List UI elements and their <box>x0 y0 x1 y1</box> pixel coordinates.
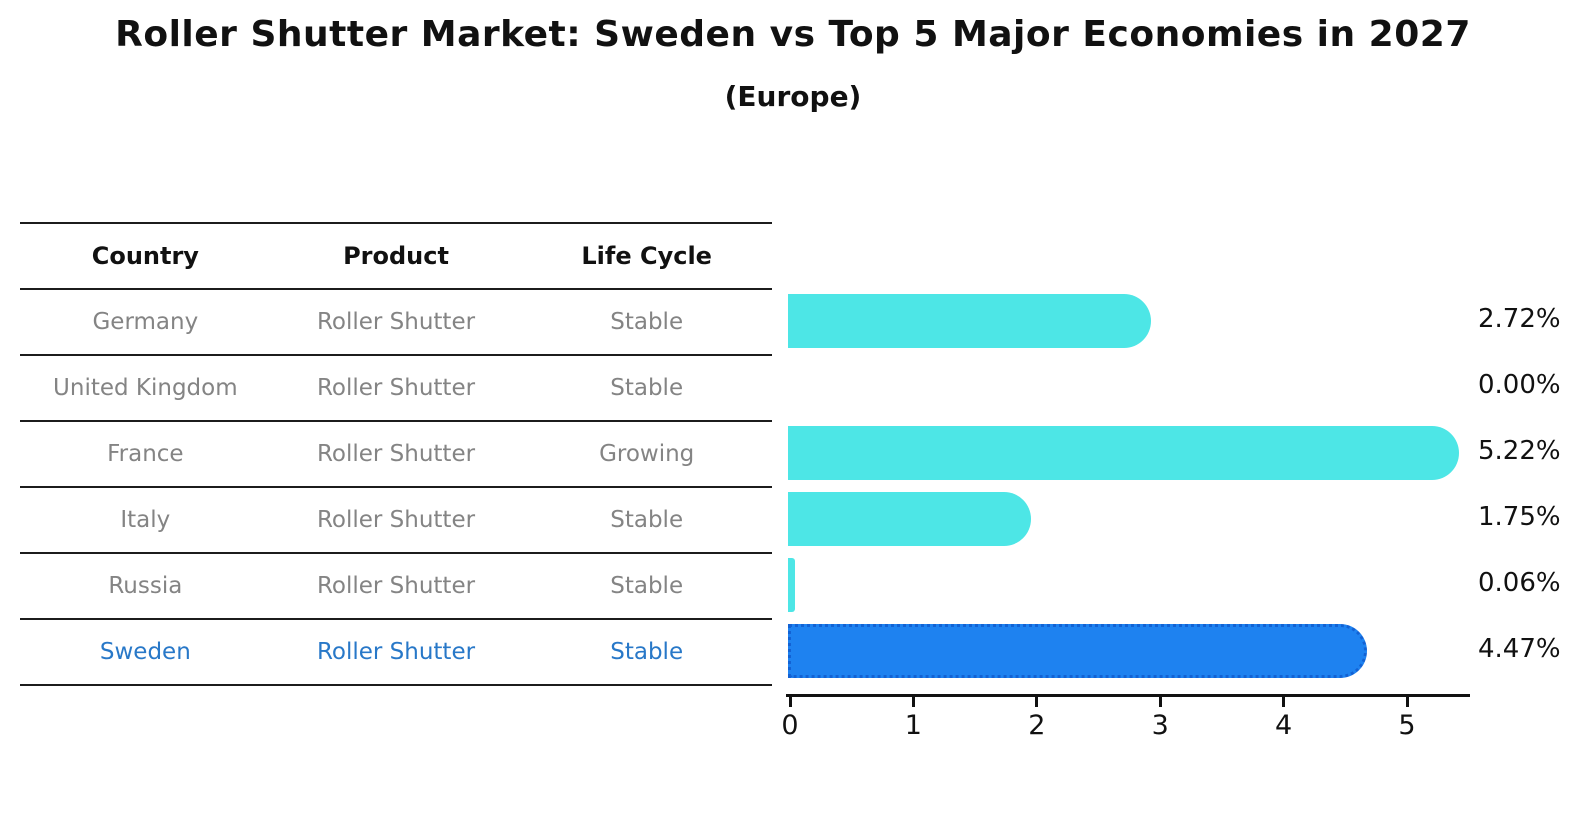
x-axis-tick-label: 5 <box>1398 710 1416 741</box>
table-row-germany: Germany Roller Shutter Stable <box>20 288 772 354</box>
table-cell-product: Roller Shutter <box>316 639 476 665</box>
table-cell-country: Russia <box>108 573 183 599</box>
table-row-sweden: Sweden Roller Shutter Stable <box>20 618 772 684</box>
table-cell-country: France <box>107 441 184 467</box>
x-axis-tick <box>911 694 915 707</box>
table-header-life-cycle: Life Cycle <box>581 242 712 270</box>
value-label-france: 5.22% <box>1478 436 1561 466</box>
x-axis-tick <box>1282 694 1286 707</box>
bar-italy <box>788 492 1031 546</box>
table-cell-life-cycle: Growing <box>599 441 695 467</box>
table-cell-life-cycle: Stable <box>610 573 684 599</box>
x-axis-tick <box>1405 694 1409 707</box>
x-axis-tick <box>1158 694 1162 707</box>
table-cell-life-cycle: Stable <box>610 375 684 401</box>
x-axis-tick <box>788 694 792 707</box>
table-cell-product: Roller Shutter <box>316 375 476 401</box>
table-header-country: Country <box>91 242 199 270</box>
table-cell-life-cycle: Stable <box>610 309 684 335</box>
chart-title: Roller Shutter Market: Sweden vs Top 5 M… <box>115 14 1471 55</box>
value-label-united-kingdom: 0.00% <box>1478 370 1561 400</box>
value-label-sweden: 4.47% <box>1478 634 1561 664</box>
table-header-row: Country Product Life Cycle <box>20 222 772 288</box>
x-axis-tick-label: 4 <box>1275 710 1293 741</box>
table-row-united-kingdom: United Kingdom Roller Shutter Stable <box>20 354 772 420</box>
x-axis-tick-label: 0 <box>781 710 799 741</box>
x-axis-tick-label: 1 <box>904 710 922 741</box>
table-cell-country: United Kingdom <box>53 375 238 401</box>
table-cell-life-cycle: Stable <box>610 639 684 665</box>
value-label-russia: 0.06% <box>1478 568 1561 598</box>
table-cell-country: Sweden <box>99 639 191 665</box>
x-axis-tick-label: 2 <box>1028 710 1046 741</box>
table-row-france: France Roller Shutter Growing <box>20 420 772 486</box>
table-cell-product: Roller Shutter <box>316 309 476 335</box>
value-label-germany: 2.72% <box>1478 304 1561 334</box>
chart-subtitle: (Europe) <box>724 80 862 113</box>
table-cell-product: Roller Shutter <box>316 441 476 467</box>
table-cell-product: Roller Shutter <box>316 507 476 533</box>
table-row-russia: Russia Roller Shutter Stable <box>20 552 772 618</box>
table-row-italy: Italy Roller Shutter Stable <box>20 486 772 552</box>
bar-russia <box>788 558 796 612</box>
table-cell-country: Germany <box>92 309 199 335</box>
value-label-italy: 1.75% <box>1478 502 1561 532</box>
table-header-product: Product <box>343 242 449 270</box>
country-table: Country Product Life Cycle Germany Roller Sh… <box>20 222 772 686</box>
x-axis-tick <box>1035 694 1039 707</box>
table-cell-product: Roller Shutter <box>316 573 476 599</box>
x-axis-tick-label: 3 <box>1151 710 1169 741</box>
bar-germany <box>788 294 1151 348</box>
bar-sweden <box>788 624 1367 678</box>
x-axis-line <box>786 694 1470 697</box>
table-cell-life-cycle: Stable <box>610 507 684 533</box>
table-cell-country: Italy <box>120 507 171 533</box>
bar-france <box>788 426 1460 480</box>
